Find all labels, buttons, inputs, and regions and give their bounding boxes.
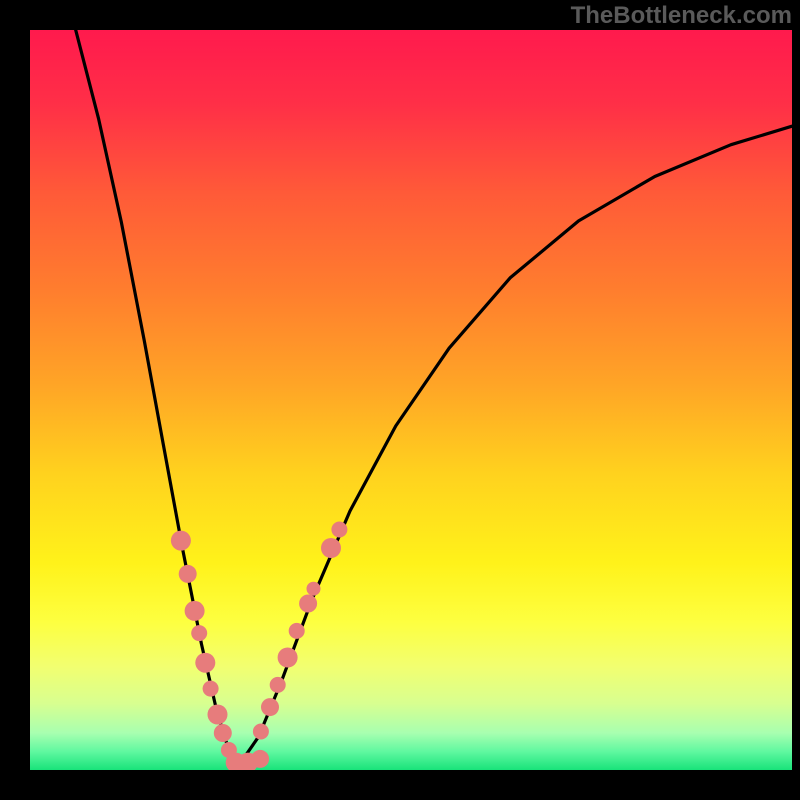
data-marker <box>253 724 269 740</box>
data-marker <box>261 698 279 716</box>
data-marker <box>331 522 347 538</box>
frame-right <box>792 0 800 800</box>
data-marker <box>299 595 317 613</box>
data-marker <box>179 565 197 583</box>
data-marker <box>270 677 286 693</box>
data-marker <box>171 531 191 551</box>
bottleneck-curve-left <box>76 30 240 764</box>
data-marker <box>307 582 321 596</box>
data-marker <box>221 742 237 758</box>
plot-area <box>30 30 792 770</box>
chart-root: TheBottleneck.com <box>0 0 800 800</box>
data-markers-group <box>171 522 348 771</box>
data-marker <box>321 538 341 558</box>
gradient-background <box>30 30 792 770</box>
data-marker <box>195 653 215 673</box>
data-marker <box>214 724 232 742</box>
bottleneck-curve-right <box>240 126 792 764</box>
frame-bottom <box>0 770 800 800</box>
watermark-text: TheBottleneck.com <box>540 2 792 28</box>
data-marker <box>191 625 207 641</box>
data-marker <box>238 753 258 770</box>
data-marker <box>278 648 298 668</box>
plot-svg <box>30 30 792 770</box>
data-marker <box>185 601 205 621</box>
data-marker <box>208 705 228 725</box>
data-marker <box>226 753 246 770</box>
frame-left <box>0 0 30 800</box>
data-marker <box>203 681 219 697</box>
data-marker <box>251 750 269 768</box>
data-marker <box>289 623 305 639</box>
